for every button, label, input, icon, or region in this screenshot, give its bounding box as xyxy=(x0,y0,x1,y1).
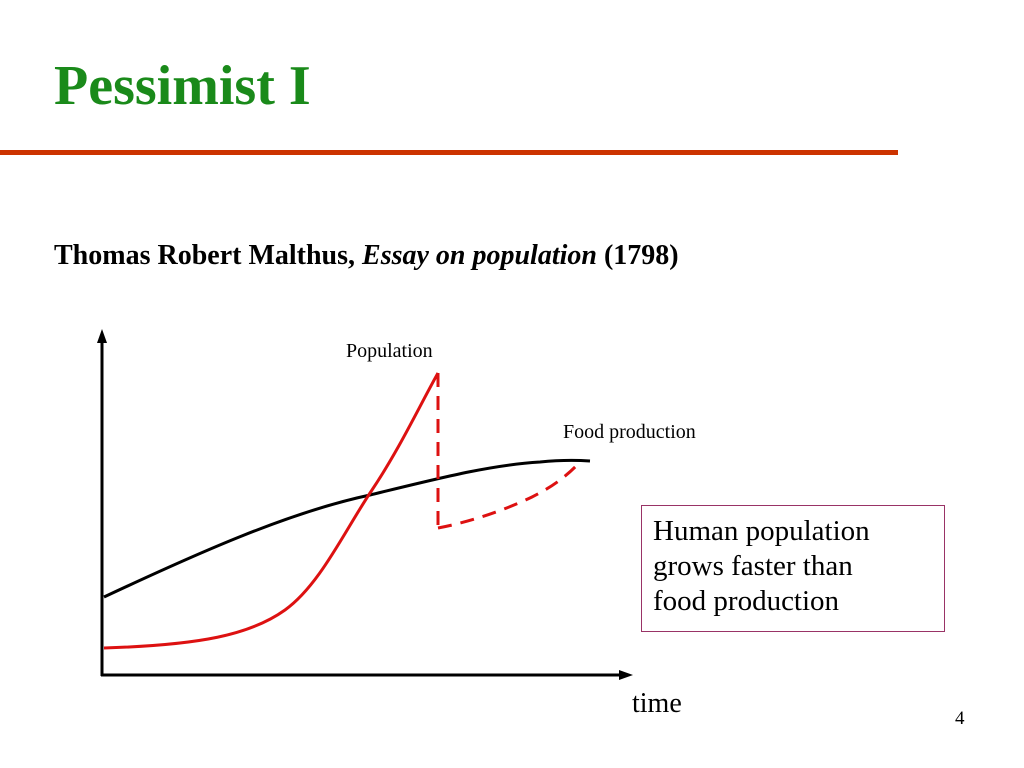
x-axis-label: time xyxy=(632,688,682,719)
subtitle-year: (1798) xyxy=(603,240,679,271)
callout-line: grows faster than xyxy=(653,550,853,582)
population-label: Population xyxy=(346,340,433,362)
title-divider xyxy=(0,150,898,155)
food-production-curve xyxy=(103,458,591,599)
slide-title: Pessimist I xyxy=(54,55,311,117)
callout-line: Human population xyxy=(653,515,870,547)
subtitle-work: Essay on population xyxy=(362,240,597,271)
population-curve xyxy=(103,372,440,650)
callout-box: Human population grows faster than food … xyxy=(641,505,945,632)
callout-line: food production xyxy=(653,585,840,617)
subtitle: Thomas Robert Malthus, Essay on populati… xyxy=(54,240,679,272)
subtitle-author: Thomas Robert Malthus, xyxy=(54,240,356,271)
x-axis-arrowhead xyxy=(619,670,633,680)
food-production-label: Food production xyxy=(563,421,696,443)
population-recovery-line xyxy=(437,460,582,530)
page-number: 4 xyxy=(955,708,965,729)
y-axis-arrowhead xyxy=(97,329,107,343)
